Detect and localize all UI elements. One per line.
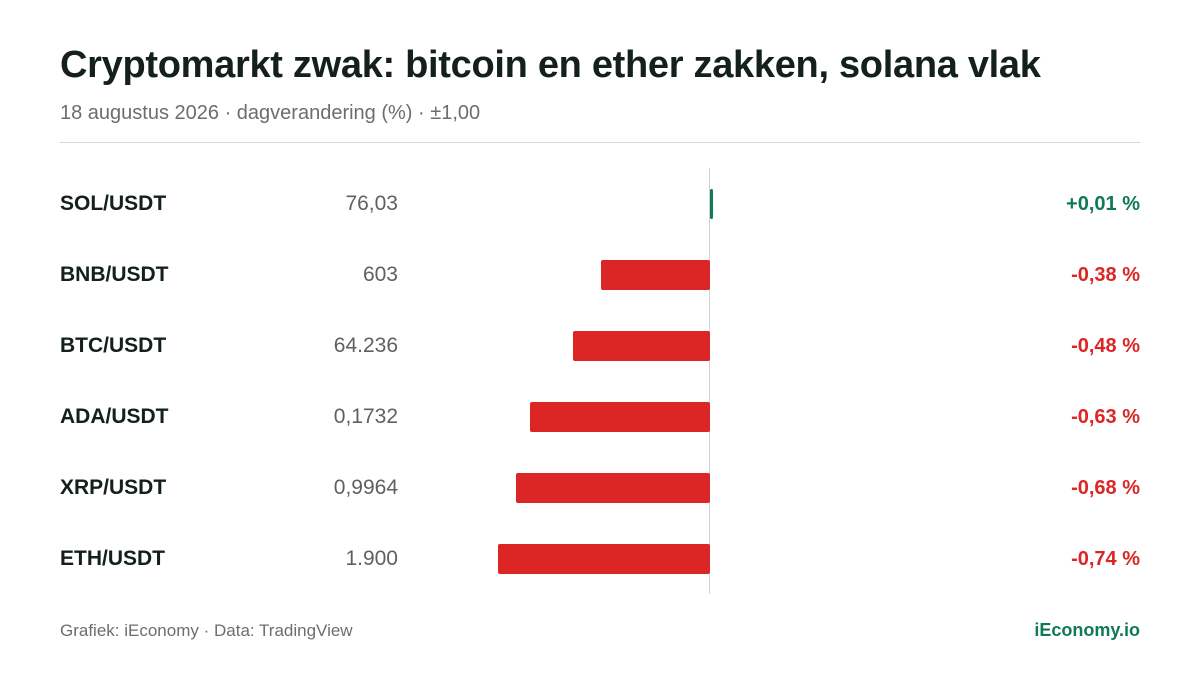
zero-axis-line: [709, 168, 710, 594]
change-label: -0,74 %: [1071, 548, 1140, 570]
price-label: 1.900: [345, 547, 398, 570]
bar: [710, 189, 713, 219]
bar: [515, 473, 710, 503]
bar: [601, 260, 710, 290]
bar: [529, 402, 710, 432]
change-label: -0,63 %: [1071, 406, 1140, 428]
brand-link[interactable]: iEconomy.io: [1034, 620, 1140, 640]
change-label: -0,48 %: [1071, 335, 1140, 357]
price-label: 0,1732: [333, 405, 398, 428]
change-label: +0,01 %: [1066, 193, 1140, 215]
category-label: SOL/USDT: [60, 192, 167, 215]
category-label: BNB/USDT: [60, 263, 169, 286]
bar: [572, 331, 710, 361]
price-label: 603: [362, 263, 398, 286]
category-label: XRP/USDT: [60, 476, 167, 499]
category-label: ETH/USDT: [60, 547, 165, 570]
change-label: -0,38 %: [1071, 264, 1140, 286]
bar: [498, 544, 710, 574]
category-label: BTC/USDT: [60, 334, 167, 357]
price-label: 64.236: [333, 334, 398, 357]
source-credit: Grafiek: iEconomy · Data: TradingView: [60, 621, 353, 640]
price-label: 0,9964: [333, 476, 398, 499]
category-label: ADA/USDT: [60, 405, 169, 428]
header-divider: [60, 142, 1140, 143]
change-label: -0,68 %: [1071, 477, 1140, 499]
price-label: 76,03: [345, 192, 398, 215]
chart-title: Cryptomarkt zwak: bitcoin en ether zakke…: [60, 44, 1041, 86]
chart-subtitle: 18 augustus 2026 · dagverandering (%) · …: [60, 102, 481, 124]
